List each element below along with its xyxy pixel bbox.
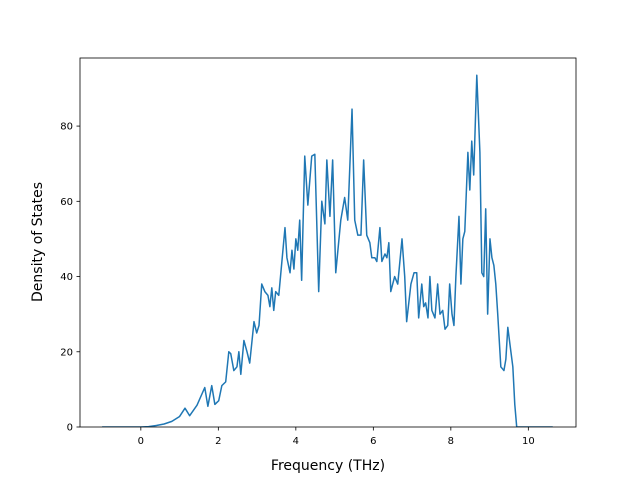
x-axis-label: Frequency (THz) <box>271 458 385 474</box>
x-tick-label: 2 <box>215 436 221 447</box>
y-tick-label: 20 <box>60 347 73 358</box>
y-tick-label: 0 <box>67 423 73 434</box>
x-tick-label: 0 <box>138 436 144 447</box>
y-axis-label: Density of States <box>30 182 46 302</box>
data-line <box>102 74 553 427</box>
x-tick-label: 8 <box>448 436 454 447</box>
plot-frame <box>79 57 577 428</box>
y-tick-label: 80 <box>60 122 73 133</box>
x-tick-label: 4 <box>293 436 299 447</box>
y-tick-label: 60 <box>60 197 73 208</box>
x-tick-label: 10 <box>522 436 535 447</box>
x-tick-label: 6 <box>370 436 376 447</box>
y-tick-label: 40 <box>60 272 73 283</box>
